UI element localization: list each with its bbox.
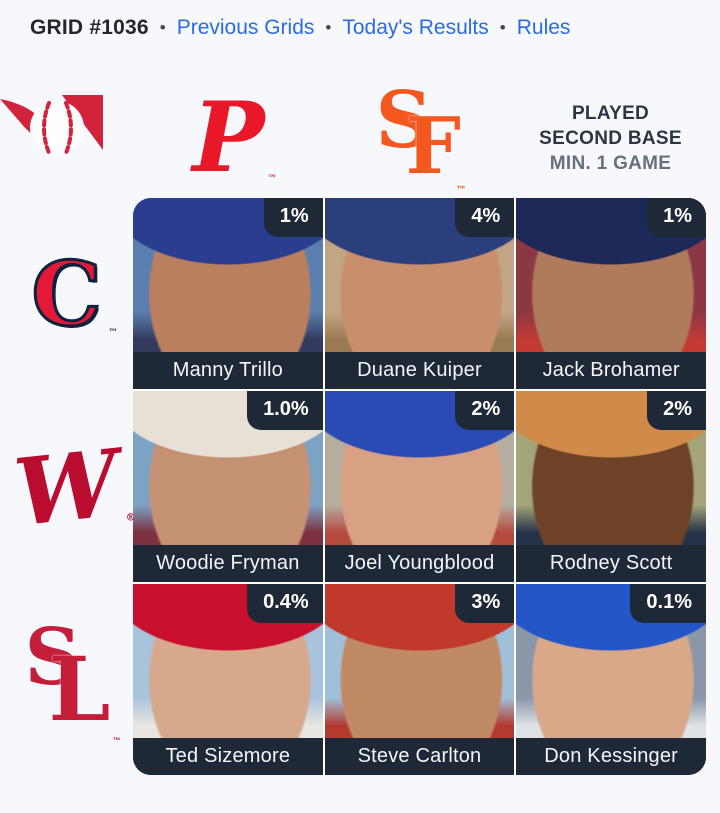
row-header-nationals: W ® — [0, 392, 136, 584]
grid-cell-fryman[interactable]: 1.0% Woodie Fryman — [133, 391, 323, 582]
rarity-badge: 2% — [455, 391, 515, 430]
grid-cell-brohamer[interactable]: 1% Jack Brohamer — [516, 198, 706, 389]
player-photo — [133, 584, 323, 738]
immaculate-grid-baseball-icon — [0, 92, 106, 164]
phillies-letter: P — [192, 81, 265, 194]
rarity-badge: 3% — [455, 584, 515, 623]
rarity-badge: 1.0% — [247, 391, 323, 430]
rarity-badge: 0.1% — [630, 584, 706, 623]
grid-cell-kessinger[interactable]: 0.1% Don Kessinger — [516, 584, 706, 775]
player-name: Joel Youngblood — [324, 545, 515, 582]
rarity-badge: 1% — [263, 198, 323, 237]
rarity-badge: 0.4% — [247, 584, 323, 623]
separator-dot: • — [159, 18, 166, 37]
separator-dot: • — [325, 18, 332, 37]
player-name: Jack Brohamer — [516, 352, 706, 389]
giants-logo-icon: S F ™ — [368, 82, 472, 195]
category-line: SECOND BASE — [539, 127, 682, 149]
trademark-mark: ™ — [108, 328, 118, 338]
answer-grid: 1% Manny Trillo 4% Duane Kuiper 1% Jack … — [133, 198, 706, 775]
grid-cell-scott[interactable]: 2% Rodney Scott — [516, 391, 706, 582]
player-name: Ted Sizemore — [133, 738, 323, 775]
nationals-letter: W — [9, 428, 124, 548]
player-name: Rodney Scott — [516, 545, 706, 582]
trademark-mark: ™ — [267, 174, 277, 184]
giants-letter-s: S — [375, 75, 432, 166]
column-header-giants: S F ™ — [324, 82, 515, 195]
player-name: Woodie Fryman — [133, 545, 323, 582]
link-previous-grids[interactable]: Previous Grids — [176, 16, 315, 39]
player-name: Manny Trillo — [133, 352, 323, 389]
column-header-category: PLAYED SECOND BASE MIN. 1 GAME — [515, 82, 706, 194]
grid-cell-sizemore[interactable]: 0.4% Ted Sizemore — [133, 584, 323, 775]
rarity-badge: 2% — [647, 391, 706, 430]
link-todays-results[interactable]: Today's Results — [342, 16, 489, 39]
row-header-cardinals: S L ™ — [0, 585, 133, 777]
player-name: Steve Carlton — [324, 738, 515, 775]
link-rules[interactable]: Rules — [516, 16, 571, 39]
cardinals-letter-l: L — [48, 637, 111, 741]
giants-letter-f: F — [405, 101, 461, 192]
column-header-phillies: P ™ — [133, 82, 324, 194]
trademark-mark: ™ — [456, 184, 466, 194]
player-name: Don Kessinger — [516, 738, 706, 775]
cardinals-logo-icon: S L ™ — [15, 612, 121, 746]
grid-cell-kuiper[interactable]: 4% Duane Kuiper — [324, 198, 515, 389]
separator-dot: • — [499, 18, 506, 37]
top-navigation: GRID #1036 • Previous Grids • Today's Re… — [30, 13, 570, 43]
nationals-logo-icon: W ® — [9, 429, 136, 547]
guardians-letter: C — [30, 242, 103, 346]
cardinals-letter-s: S — [24, 612, 81, 703]
category-minimum: MIN. 1 GAME — [549, 152, 672, 174]
phillies-logo-icon: P ™ — [192, 90, 276, 186]
category-line: PLAYED — [571, 102, 650, 124]
grid-cell-trillo[interactable]: 1% Manny Trillo — [133, 198, 323, 389]
grid-cell-youngblood[interactable]: 2% Joel Youngblood — [324, 391, 515, 582]
grid-cell-carlton[interactable]: 3% Steve Carlton — [324, 584, 515, 775]
player-name: Duane Kuiper — [324, 352, 515, 389]
rarity-badge: 1% — [647, 198, 706, 237]
row-header-guardians: C ™ — [0, 198, 133, 390]
rarity-badge: 4% — [455, 198, 515, 237]
trademark-mark: ™ — [112, 736, 121, 745]
grid-title: GRID #1036 — [30, 16, 149, 39]
guardians-logo-icon: C ™ — [30, 249, 118, 340]
